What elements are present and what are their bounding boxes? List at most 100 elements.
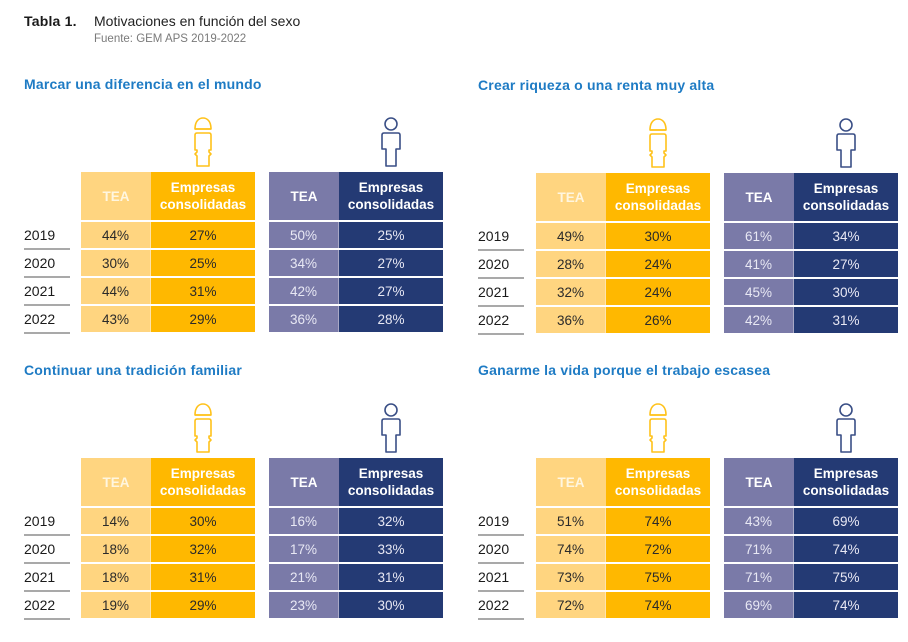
- table-source: Fuente: GEM APS 2019-2022: [94, 33, 247, 45]
- year-label: 2022: [24, 306, 70, 334]
- tea-value: 16%: [269, 508, 339, 534]
- female-table: TEA Empresas consolidadas 14% 30% 18% 32% 18% 31…: [81, 458, 255, 618]
- male-table: TEA Empresas consolidadas 61% 34% 41% 27% 45% 30…: [724, 173, 898, 333]
- header-empresas-line2: consolidadas: [802, 198, 890, 213]
- header-empresas: Empresas consolidadas: [339, 458, 443, 506]
- empresas-value: 27%: [794, 251, 898, 277]
- tea-value: 36%: [269, 306, 339, 332]
- header-empresas-line1: Empresas: [625, 466, 691, 481]
- header-empresas-line2: consolidadas: [802, 483, 890, 498]
- year-labels: 2019 2020 2021 2022: [478, 506, 524, 620]
- table-row: 69% 74%: [724, 592, 898, 618]
- female-table: TEA Empresas consolidadas 49% 30% 28% 24% 32% 24…: [536, 173, 710, 333]
- tea-value: 17%: [269, 536, 339, 562]
- empresas-value: 32%: [339, 508, 443, 534]
- table-row: 41% 27%: [724, 251, 898, 277]
- tea-value: 32%: [536, 279, 606, 305]
- empresas-value: 31%: [151, 564, 255, 590]
- empresas-value: 25%: [151, 250, 255, 276]
- table-row: 16% 32%: [269, 508, 443, 534]
- header-empresas-line1: Empresas: [170, 466, 236, 481]
- table-row: 51% 74%: [536, 508, 710, 534]
- tea-value: 73%: [536, 564, 606, 590]
- empresas-value: 72%: [606, 536, 710, 562]
- table-row: 21% 31%: [269, 564, 443, 590]
- tea-value: 45%: [724, 279, 794, 305]
- header-empresas-line2: consolidadas: [614, 483, 702, 498]
- empresas-value: 28%: [339, 306, 443, 332]
- table-header: TEA Empresas consolidadas: [724, 173, 898, 221]
- male-person-icon: [376, 116, 406, 168]
- header-empresas: Empresas consolidadas: [794, 458, 898, 506]
- year-label: 2022: [24, 592, 70, 620]
- tea-value: 28%: [536, 251, 606, 277]
- motivation-section: Crear riqueza o una renta muy alta 2019 20…: [478, 77, 908, 357]
- tea-value: 14%: [81, 508, 151, 534]
- table-number: Tabla 1.: [24, 13, 77, 29]
- table-row: 42% 27%: [269, 278, 443, 304]
- male-table: TEA Empresas consolidadas 43% 69% 71% 74% 71% 75…: [724, 458, 898, 618]
- empresas-value: 29%: [151, 592, 255, 618]
- table-row: 44% 31%: [81, 278, 255, 304]
- section-title: Ganarme la vida porque el trabajo escase…: [478, 362, 771, 378]
- empresas-value: 32%: [151, 536, 255, 562]
- year-label: 2021: [24, 278, 70, 306]
- header-empresas-line2: consolidadas: [347, 483, 435, 498]
- header-empresas-line1: Empresas: [813, 466, 879, 481]
- table-title: Motivaciones en función del sexo: [94, 13, 301, 29]
- male-table: TEA Empresas consolidadas 50% 25% 34% 27% 42% 27…: [269, 172, 443, 332]
- empresas-value: 30%: [606, 223, 710, 249]
- tea-value: 51%: [536, 508, 606, 534]
- table-row: 19% 29%: [81, 592, 255, 618]
- tea-value: 49%: [536, 223, 606, 249]
- tea-value: 69%: [724, 592, 794, 618]
- header-tea: TEA: [81, 458, 151, 506]
- empresas-value: 26%: [606, 307, 710, 333]
- tea-value: 43%: [81, 306, 151, 332]
- year-label: 2019: [478, 223, 524, 251]
- tea-value: 71%: [724, 564, 794, 590]
- table-row: 18% 32%: [81, 536, 255, 562]
- year-label: 2020: [24, 536, 70, 564]
- empresas-value: 24%: [606, 251, 710, 277]
- table-row: 23% 30%: [269, 592, 443, 618]
- empresas-value: 27%: [151, 222, 255, 248]
- table-header: TEA Empresas consolidadas: [536, 173, 710, 221]
- year-label: 2021: [478, 279, 524, 307]
- header-empresas-line1: Empresas: [170, 180, 236, 195]
- tea-value: 71%: [724, 536, 794, 562]
- table-header: TEA Empresas consolidadas: [269, 458, 443, 506]
- tea-value: 41%: [724, 251, 794, 277]
- year-label: 2019: [478, 508, 524, 536]
- table-row: 43% 29%: [81, 306, 255, 332]
- tea-value: 36%: [536, 307, 606, 333]
- section-title: Continuar una tradición familiar: [24, 362, 242, 378]
- header-empresas: Empresas consolidadas: [339, 172, 443, 220]
- tea-value: 74%: [536, 536, 606, 562]
- table-row: 74% 72%: [536, 536, 710, 562]
- tea-value: 61%: [724, 223, 794, 249]
- header-empresas-line1: Empresas: [358, 466, 424, 481]
- table-row: 17% 33%: [269, 536, 443, 562]
- empresas-value: 27%: [339, 278, 443, 304]
- table-row: 43% 69%: [724, 508, 898, 534]
- empresas-value: 30%: [339, 592, 443, 618]
- empresas-value: 31%: [794, 307, 898, 333]
- tea-value: 18%: [81, 564, 151, 590]
- female-person-icon: [643, 117, 673, 169]
- header-tea: TEA: [269, 458, 339, 506]
- table-row: 36% 28%: [269, 306, 443, 332]
- year-label: 2022: [478, 592, 524, 620]
- header-empresas: Empresas consolidadas: [606, 458, 710, 506]
- table-row: 50% 25%: [269, 222, 443, 248]
- year-label: 2020: [478, 251, 524, 279]
- header-empresas: Empresas consolidadas: [606, 173, 710, 221]
- male-person-icon: [831, 402, 861, 454]
- tea-value: 42%: [269, 278, 339, 304]
- empresas-value: 31%: [339, 564, 443, 590]
- table-header: TEA Empresas consolidadas: [81, 458, 255, 506]
- empresas-value: 75%: [794, 564, 898, 590]
- empresas-value: 27%: [339, 250, 443, 276]
- year-label: 2022: [478, 307, 524, 335]
- male-table: TEA Empresas consolidadas 16% 32% 17% 33% 21% 31…: [269, 458, 443, 618]
